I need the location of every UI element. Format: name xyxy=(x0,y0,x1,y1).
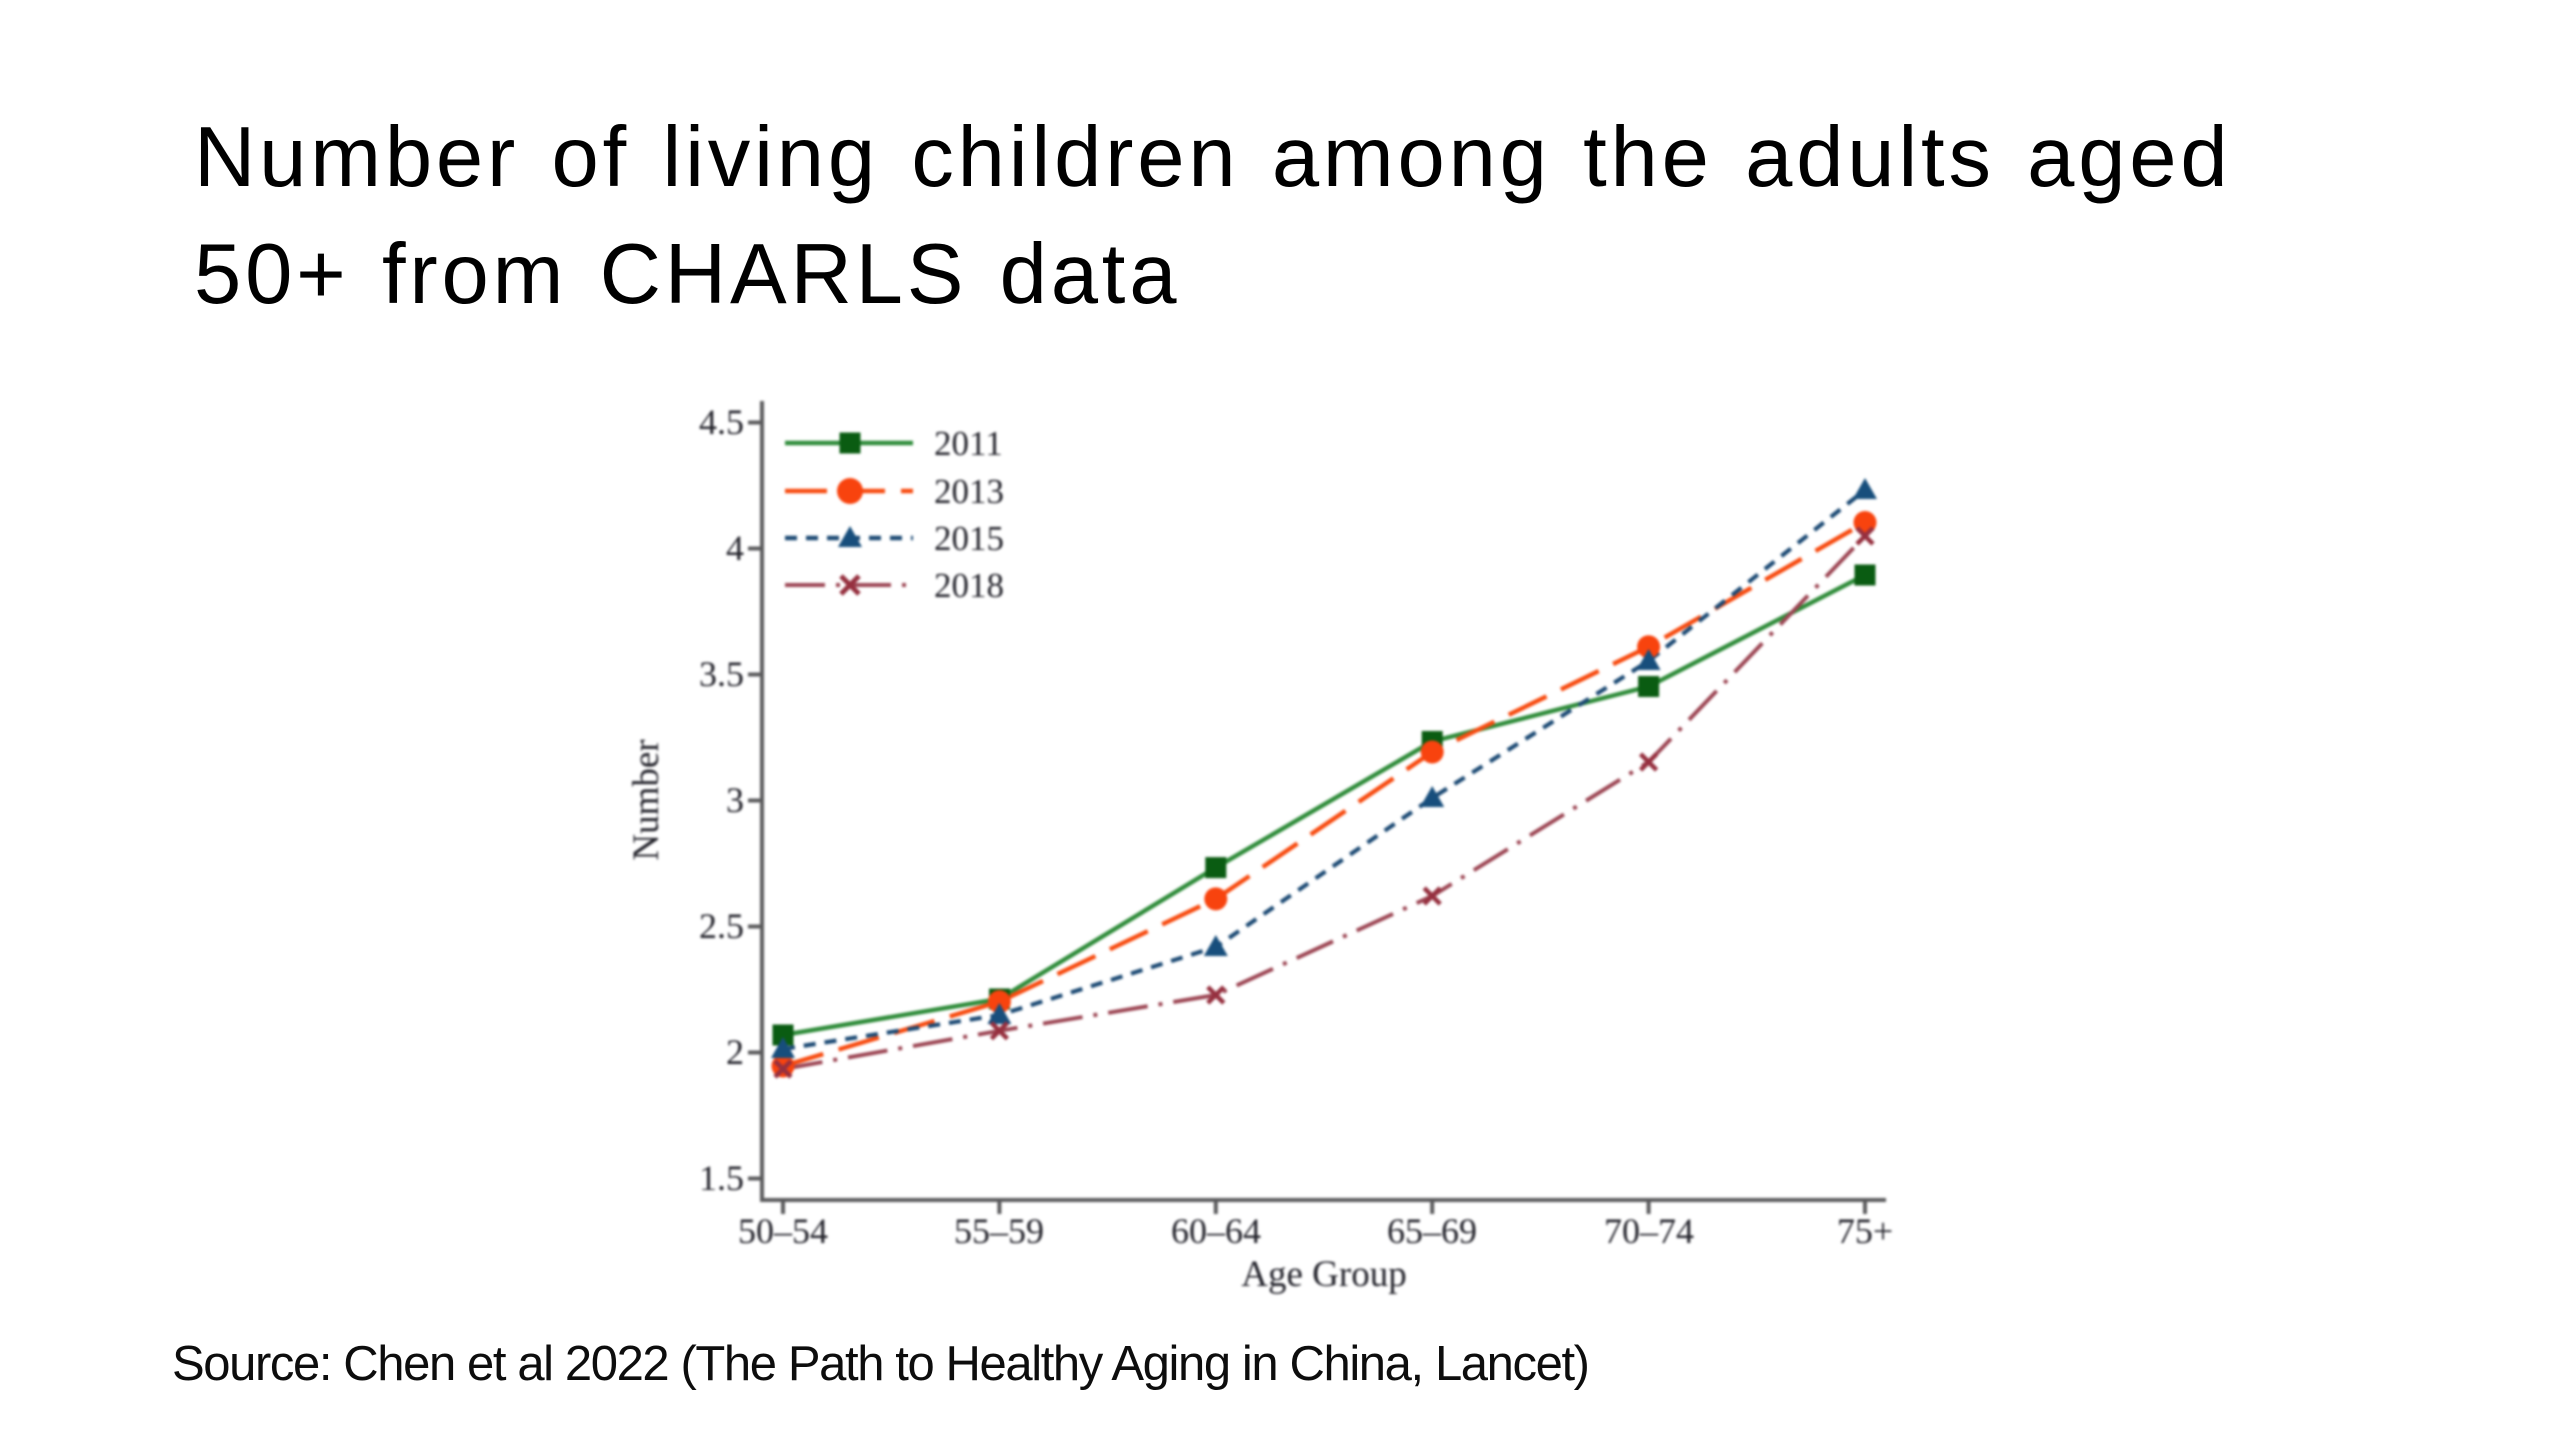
svg-text:60–64: 60–64 xyxy=(1171,1211,1261,1251)
svg-text:Number: Number xyxy=(626,739,667,860)
svg-text:Age Group: Age Group xyxy=(1241,1254,1406,1295)
svg-text:70–74: 70–74 xyxy=(1604,1211,1694,1251)
svg-text:2: 2 xyxy=(726,1032,744,1072)
svg-text:2011: 2011 xyxy=(934,424,1003,463)
svg-text:65–69: 65–69 xyxy=(1387,1211,1477,1251)
svg-text:3: 3 xyxy=(726,780,744,820)
svg-text:2.5: 2.5 xyxy=(699,906,744,946)
svg-text:3.5: 3.5 xyxy=(699,654,744,694)
svg-text:2018: 2018 xyxy=(934,566,1004,605)
svg-text:55–59: 55–59 xyxy=(954,1211,1044,1251)
svg-text:75+: 75+ xyxy=(1837,1211,1893,1251)
svg-text:4.5: 4.5 xyxy=(699,402,744,442)
svg-text:50–54: 50–54 xyxy=(738,1211,828,1251)
svg-text:1.5: 1.5 xyxy=(699,1158,744,1198)
svg-text:2013: 2013 xyxy=(934,472,1004,511)
svg-text:4: 4 xyxy=(726,528,744,568)
svg-text:2015: 2015 xyxy=(934,519,1004,558)
